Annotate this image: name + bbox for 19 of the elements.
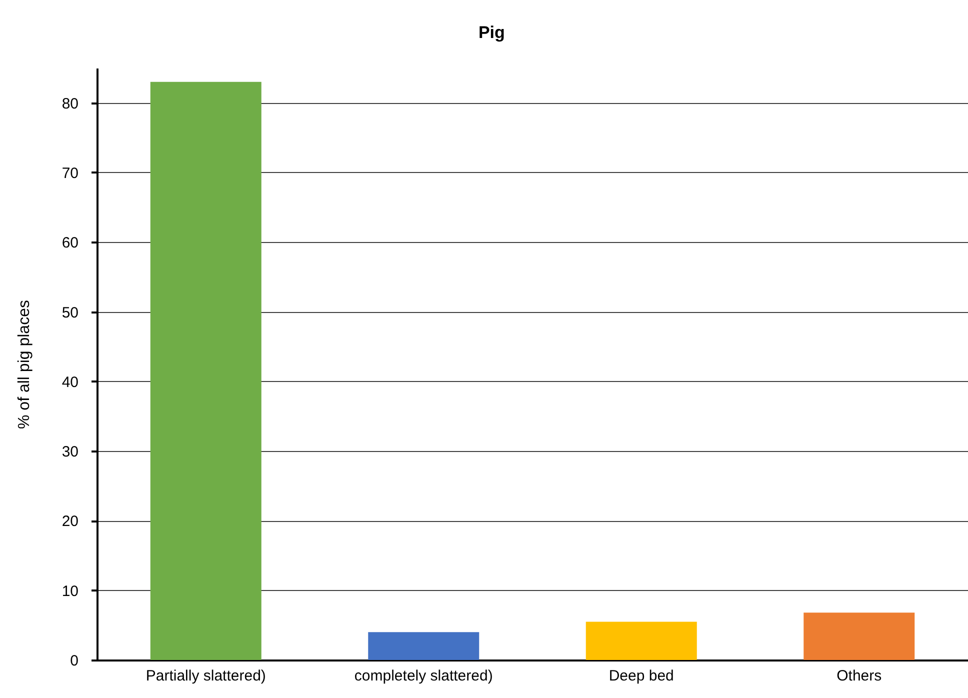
x-tick-label: Deep bed	[608, 668, 674, 684]
y-axis-title: % of all pig places	[16, 300, 33, 429]
y-tick-label: 30	[62, 444, 78, 461]
bar	[368, 632, 480, 660]
y-tick-label: 40	[62, 374, 78, 391]
y-tick-label: 0	[70, 652, 78, 670]
y-tick-label: 20	[62, 513, 78, 530]
x-tick-label: completely slattered)	[354, 668, 493, 684]
chart-title: Pig	[478, 23, 505, 42]
x-tick-label: Others	[836, 668, 882, 684]
y-tick-label: 50	[62, 304, 78, 322]
bar	[150, 82, 262, 660]
y-tick-label: 80	[62, 95, 78, 112]
y-tick-label: 10	[62, 582, 78, 600]
bar	[804, 612, 915, 660]
bar	[586, 622, 697, 660]
y-tick-label: 70	[62, 164, 78, 182]
y-tick-label: 60	[62, 234, 78, 252]
x-tick-label: Partially slattered)	[146, 668, 266, 684]
